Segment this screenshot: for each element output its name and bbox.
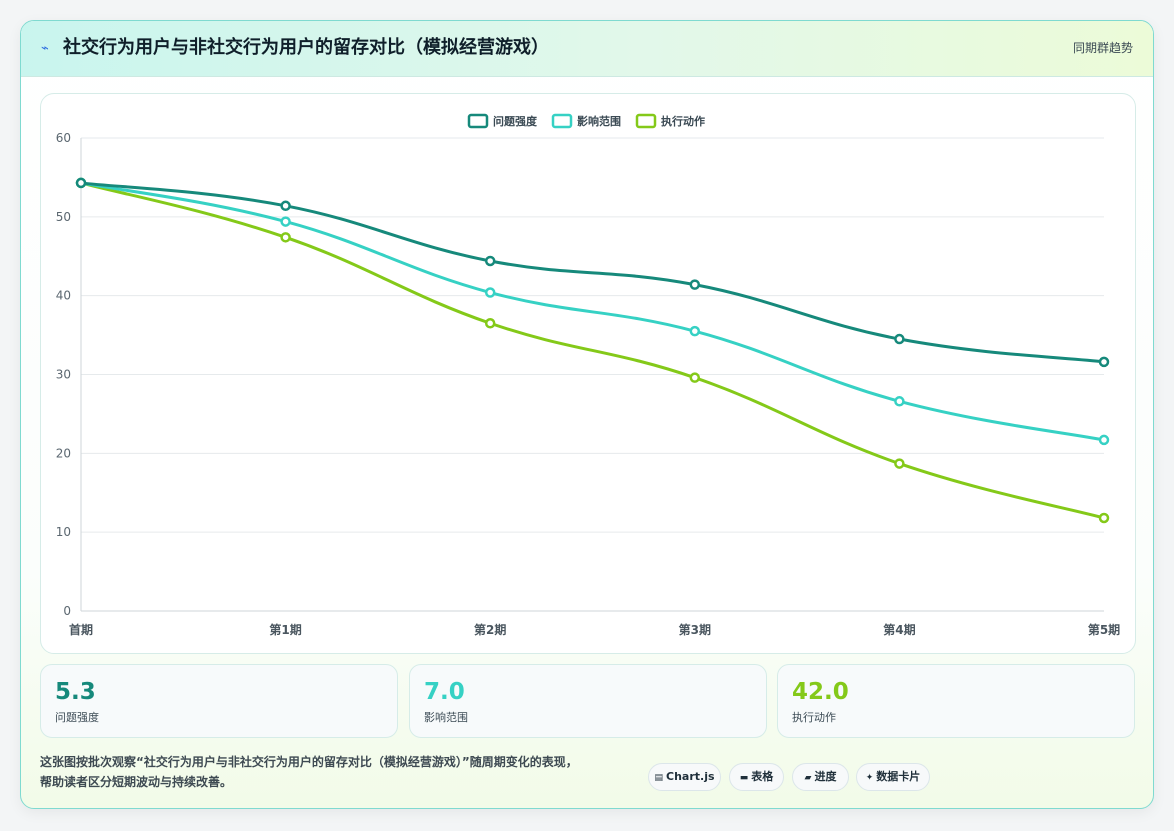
stat-label: 问题强度 (55, 711, 99, 724)
chip-chartjs[interactable]: ▤ Chart.js (648, 763, 721, 791)
series-line (79, 181, 1106, 520)
data-point (484, 255, 496, 267)
stat-card-impact-scope: 7.0 影响范围 (409, 664, 767, 738)
y-tick-label: 50 (56, 210, 71, 224)
cohort-trend-link[interactable]: 同期群趋势 (1072, 41, 1133, 55)
legend-swatch (467, 113, 489, 129)
stat-card-execution-action: 42.0 执行动作 (777, 664, 1135, 738)
data-point (1098, 512, 1110, 524)
x-tick-label: 第4期 (883, 622, 915, 637)
y-tick-label: 0 (63, 604, 71, 618)
trend-line-icon: ⌁ (41, 41, 49, 56)
x-tick-label: 第2期 (474, 622, 506, 637)
data-point (689, 325, 701, 337)
y-tick-label: 40 (56, 289, 71, 303)
y-tick-label: 10 (56, 525, 71, 539)
stat-value: 42.0 (792, 679, 849, 705)
data-point (689, 372, 701, 383)
data-point (1098, 356, 1110, 368)
x-tick-label: 第3期 (679, 622, 711, 637)
chip-label: 进度 (814, 770, 837, 783)
data-point (484, 287, 496, 298)
chip-label: Chart.js (666, 770, 715, 783)
card-header: ⌁ 社交行为用户与非社交行为用户的留存对比（模拟经营游戏） 同期群趋势 (21, 21, 1153, 77)
data-point (689, 279, 701, 290)
stat-value: 5.3 (55, 679, 96, 705)
chart-icon: ▤ (654, 773, 663, 783)
x-tick-label: 第5期 (1088, 622, 1120, 637)
chip-progress[interactable]: ▰ 进度 (792, 763, 849, 791)
data-point (484, 318, 496, 329)
series-line (79, 181, 1106, 442)
line-chart: 0 10 20 30 40 50 60 首期 第1期 第2期 第3期 第4期 第5期 问题强度 影响范围 执行… (56, 113, 1120, 637)
chip-label: 数据卡片 (876, 770, 921, 783)
page-title: 社交行为用户与非社交行为用户的留存对比（模拟经营游戏） (63, 37, 549, 58)
legend-swatch (551, 113, 573, 129)
chart-description: 这张图按批次观察“社交行为用户与非社交行为用户的留存对比（模拟经营游戏）”随周期… (40, 752, 640, 792)
legend-label: 影响范围 (577, 114, 621, 128)
y-tick-label: 30 (56, 368, 71, 382)
data-point (894, 333, 905, 345)
data-point (1098, 434, 1110, 446)
chip-table[interactable]: ▬ 表格 (729, 763, 784, 791)
legend-swatch (635, 113, 657, 129)
data-point (75, 177, 87, 189)
chip-label: 表格 (751, 770, 774, 783)
sparkle-icon: ✦ (865, 773, 874, 783)
data-point (280, 216, 291, 227)
x-tick-label: 首期 (69, 622, 93, 637)
chart-panel: 0 10 20 30 40 50 60 首期 第1期 第2期 第3期 第4期 第5期 问题强度 影响范围 执行… (40, 93, 1136, 654)
data-point (280, 200, 291, 212)
legend-label: 执行动作 (661, 114, 705, 128)
data-point (894, 396, 905, 407)
data-point (280, 232, 291, 243)
description-line-1: 这张图按批次观察“社交行为用户与非社交行为用户的留存对比（模拟经营游戏）”随周期… (40, 755, 578, 769)
chart-card: ⌁ 社交行为用户与非社交行为用户的留存对比（模拟经营游戏） 同期群趋势 0 10 2… (20, 20, 1154, 809)
stat-card-problem-intensity: 5.3 问题强度 (40, 664, 398, 738)
stat-label: 执行动作 (792, 711, 836, 724)
stat-label: 影响范围 (424, 711, 468, 724)
y-tick-label: 60 (56, 131, 71, 145)
data-point (894, 458, 905, 469)
folder-icon: ▰ (804, 773, 812, 783)
legend-label: 问题强度 (493, 114, 538, 128)
x-tick-label: 第1期 (269, 622, 301, 637)
table-icon: ▬ (739, 773, 749, 783)
series-line (79, 181, 1106, 364)
description-line-2: 帮助读者区分短期波动与持续改善。 (40, 775, 233, 789)
stat-value: 7.0 (424, 679, 465, 705)
chip-data-card[interactable]: ✦ 数据卡片 (856, 763, 930, 791)
y-tick-label: 20 (56, 446, 71, 460)
